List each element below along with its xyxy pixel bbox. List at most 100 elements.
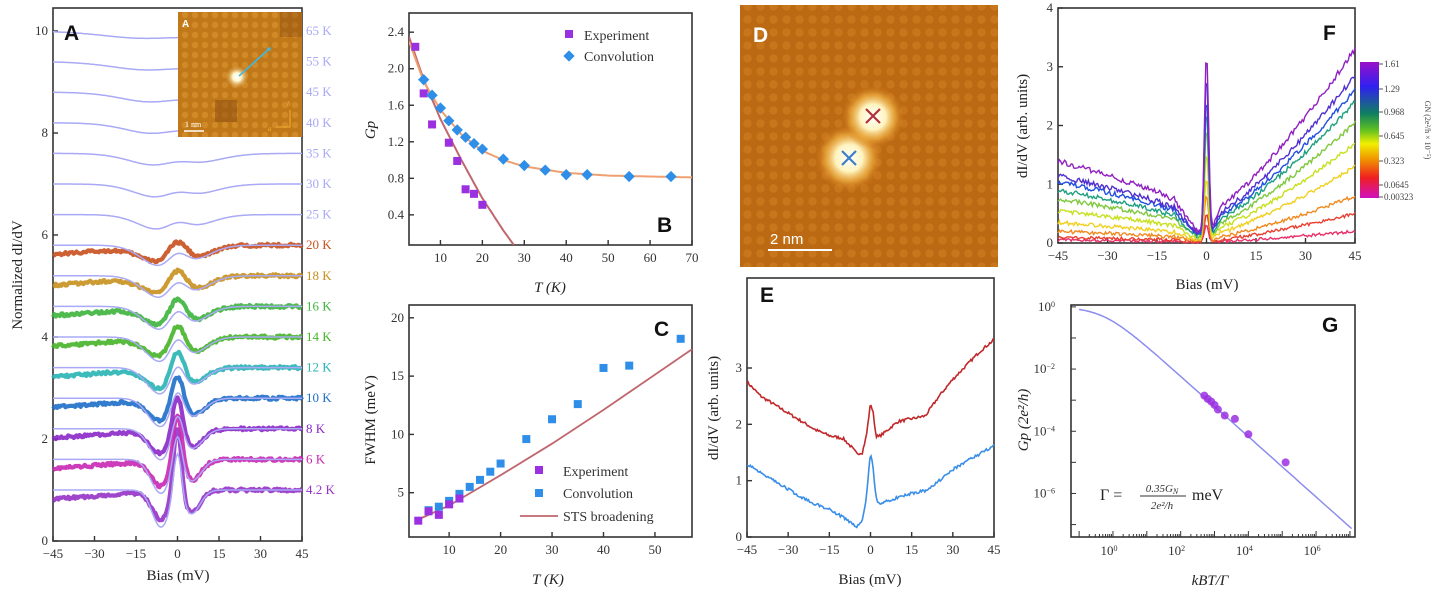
y-tick-exponent: −2 [1046, 362, 1055, 371]
series-label: 4.2 K [306, 482, 336, 497]
colorbar-label: GN (2e²/h × 10⁻⁵) [1423, 101, 1432, 160]
convolution-point [459, 131, 472, 143]
x-tick-label: 70 [686, 250, 699, 265]
inset-bright-spot [225, 65, 249, 89]
x-tick-label: 60 [644, 250, 657, 265]
convolution-point [455, 489, 464, 498]
formula-unit: meV [1192, 487, 1224, 504]
x-tick-label: 15 [213, 546, 226, 561]
x-tick-label: 104 [1236, 543, 1253, 558]
x-tick-label: 20 [476, 250, 489, 265]
legend-experiment: Experiment [563, 465, 628, 480]
spectrum-0 [1057, 224, 1356, 245]
convolution-point [676, 334, 685, 343]
simulated-spectrum-16K [53, 305, 302, 330]
convolution-point [539, 164, 551, 176]
x-tick-label: −15 [819, 542, 839, 557]
y-tick-label: 10 [35, 23, 48, 38]
series-label: 40 K [306, 115, 332, 130]
x-tick-label: 15 [905, 542, 918, 557]
spectrum-2 [1057, 194, 1356, 243]
convolution-point [548, 415, 557, 424]
x-tick-label: 0 [867, 542, 874, 557]
y-axis-label: FWHM (meV) [363, 375, 379, 465]
series-label: 16 K [306, 298, 332, 313]
panel-label: F [1323, 22, 1336, 45]
y-tick-label: 1.6 [388, 97, 405, 112]
y-tick-label: 10 [391, 426, 404, 441]
x-tick-label: 30 [546, 542, 559, 557]
y-tick-label: 3 [1047, 59, 1054, 74]
experiment-point [478, 200, 487, 209]
data-point [1213, 405, 1222, 414]
y-tick-exponent: −6 [1046, 486, 1055, 495]
x-tick-label: 100 [1100, 543, 1117, 558]
inset-line-cut [238, 48, 270, 77]
x-tick-label: 0 [1203, 248, 1210, 263]
legend-marker-experiment [535, 466, 543, 474]
data-point [1220, 411, 1229, 420]
inset-axis-b: b [287, 100, 291, 108]
x-tick-label: 45 [296, 546, 309, 561]
series-label: 30 K [306, 176, 332, 191]
simulated-spectrum-18K [53, 275, 302, 298]
y-tick-label: 0 [736, 529, 743, 544]
legend-marker-experiment [565, 30, 573, 38]
experiment-point [469, 189, 478, 198]
y-axis-label: dI/dV (arb. units) [1015, 74, 1031, 178]
panel-f: −45 −30 −15 0 15 30 45 0 1 2 3 4 dI/dV (arb. units) B… [1015, 0, 1432, 293]
x-axis-label: kBT/Γ [1192, 573, 1230, 589]
experiment-point [434, 510, 443, 519]
series-label: 6 K [306, 451, 326, 466]
x-axis-label: Bias (mV) [147, 568, 210, 584]
x-tick-label: −45 [1048, 248, 1068, 263]
experiment-point [455, 494, 464, 503]
colorbar-tick-label: 0.00323 [1384, 192, 1414, 202]
spectrum-blue-site [746, 444, 995, 529]
convolution-point [599, 363, 608, 372]
panel-g: 100 102 104 106 100 10−2 10−4 10−6 Gp (2e²/h) kBT… [1016, 299, 1356, 589]
y-tick-label: 2.4 [388, 24, 405, 39]
legend-marker-convolution [535, 489, 543, 497]
x-tick-exponent: 4 [1249, 544, 1253, 553]
x-tick-label: 45 [1349, 248, 1362, 263]
colorbar-tick-label: 1.61 [1384, 59, 1400, 69]
series-label: 10 K [306, 390, 332, 405]
y-tick-label: 6 [42, 227, 49, 242]
convolution-point [465, 482, 474, 491]
panel-label: E [760, 284, 774, 307]
series-label: 65 K [306, 23, 332, 38]
x-tick-label: 0 [174, 546, 181, 561]
y-tick-label: 2 [42, 431, 49, 446]
y-tick-label: 2.0 [388, 61, 404, 76]
x-tick-label: 30 [946, 542, 959, 557]
panel-b: 10 20 30 40 50 60 70 0.4 0.8 1.2 1.6 2.0 2.4 Gp T (K) E… [363, 12, 699, 296]
panel-label: B [657, 214, 672, 237]
y-tick-label: 2 [1047, 118, 1054, 133]
formula-numerator: 0.35GN [1146, 483, 1179, 496]
simulated-spectrum-30K [53, 183, 302, 198]
y-tick-label: 8 [42, 125, 49, 140]
formula-denominator: 2e²/h [1151, 500, 1174, 512]
measured-spectrum-16K [51, 296, 303, 328]
convolution-point [468, 137, 480, 150]
panel-d: 2 nm D [740, 5, 998, 267]
x-tick-exponent: 2 [1181, 544, 1185, 553]
x-tick-label: 50 [648, 542, 661, 557]
x-tick-label: 10 [434, 250, 447, 265]
legend-sts-broadening: STS broadening [563, 510, 654, 525]
y-tick-label: 15 [391, 368, 404, 383]
series-label: 45 K [306, 84, 332, 99]
x-tick-label: −30 [1097, 248, 1117, 263]
experiment-point [411, 42, 420, 51]
inset-line-end [267, 47, 271, 51]
simulated-spectrum-4.2K [53, 452, 302, 528]
plot-frame [408, 12, 693, 246]
x-tick-label: 15 [1250, 248, 1263, 263]
y-tick-label: 1 [1047, 176, 1054, 191]
panel-label: C [654, 318, 669, 341]
panel-a: −45 −30 −15 0 15 30 45 0 2 4 6 8 10 Normalized dI/dV B… [10, 7, 336, 584]
panel-e: −45 −30 −15 0 15 30 45 0 1 2 3 dI/dV (arb. units) Bi… [706, 277, 1001, 588]
y-tick-label: 0 [42, 533, 49, 548]
